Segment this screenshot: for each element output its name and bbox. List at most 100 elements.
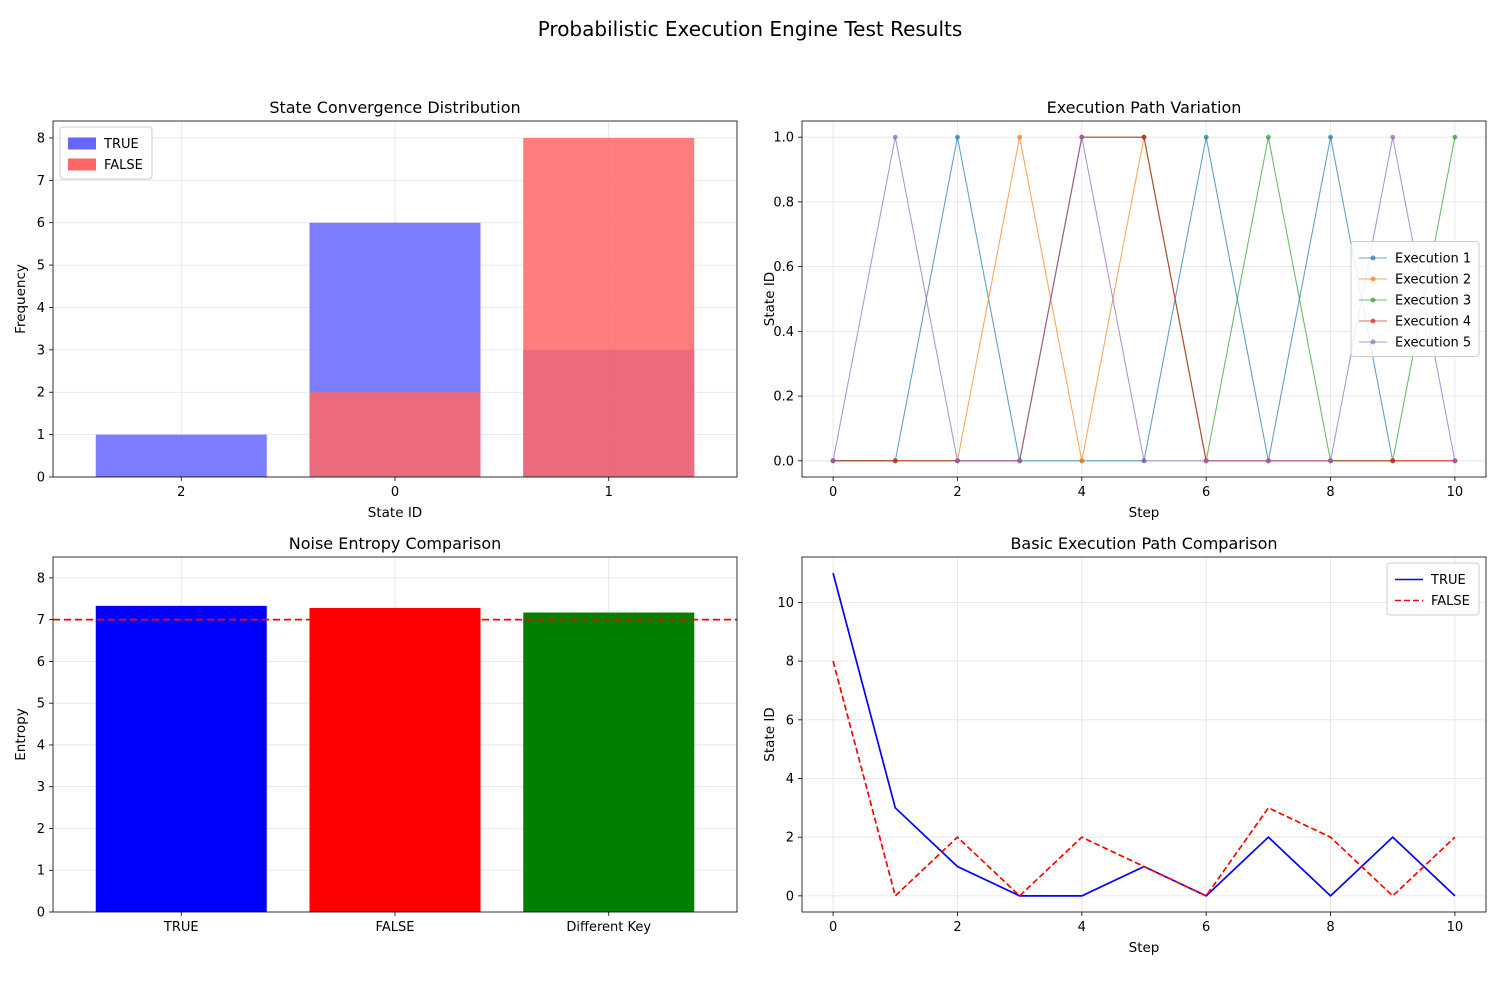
y-axis-label: State ID xyxy=(762,707,778,761)
bar-false-1 xyxy=(523,137,695,477)
legend-marker-execution-5 xyxy=(1370,339,1376,345)
legend-label-false: FALSE xyxy=(104,158,143,173)
bar-different-key xyxy=(523,612,695,912)
y-tick-label: 8 xyxy=(37,571,45,586)
point-execution-5-step-4 xyxy=(1079,134,1085,140)
legend-label-true: TRUE xyxy=(1430,573,1466,588)
chart-title: Execution Path Variation xyxy=(1047,98,1242,117)
x-tick-label: FALSE xyxy=(376,920,415,935)
series-line-false xyxy=(832,660,1456,898)
y-tick-label: 2 xyxy=(37,822,45,837)
legend-marker-execution-1 xyxy=(1370,255,1376,261)
y-tick-label: 6 xyxy=(786,713,794,728)
point-execution-1-step-2 xyxy=(955,134,960,140)
point-execution-2-step-3 xyxy=(1017,134,1023,140)
point-execution-3-step-7 xyxy=(1265,134,1271,140)
x-tick-label: Different Key xyxy=(566,920,651,935)
x-tick-label: 0 xyxy=(829,485,837,500)
legend-label-execution-4: Execution 4 xyxy=(1395,315,1471,330)
y-tick-label: 1 xyxy=(37,428,45,443)
y-tick-label: 0.0 xyxy=(773,454,794,469)
x-tick-label: 8 xyxy=(1326,485,1334,500)
y-tick-label: 8 xyxy=(37,131,45,146)
y-tick-label: 5 xyxy=(37,697,45,712)
legend-label-execution-3: Execution 3 xyxy=(1395,294,1471,309)
chart-noise-entropy: 0 1 2 3 4 5 6 7 8 TRUE FALSE Different Key Noise Ent… xyxy=(13,534,738,935)
plot-area xyxy=(802,557,1486,912)
legend-label-false: FALSE xyxy=(1431,594,1470,609)
legend-marker-execution-2 xyxy=(1370,276,1376,282)
figure-title: Probabilistic Execution Engine Test Resu… xyxy=(538,17,963,41)
x-tick-label: 2 xyxy=(953,485,961,500)
point-execution-5-step-10 xyxy=(1452,458,1458,464)
y-axis-label: Entropy xyxy=(13,708,29,760)
point-execution-1-step-6 xyxy=(1203,134,1209,140)
y-tick-label: 0 xyxy=(37,471,45,486)
x-tick-label: 4 xyxy=(1078,920,1086,935)
y-tick-label: 7 xyxy=(37,613,45,628)
legend: Execution 1 Execution 2 Execution 3 Executi… xyxy=(1350,241,1480,357)
y-tick-label: 0.8 xyxy=(773,195,794,210)
y-tick-label: 5 xyxy=(37,259,45,274)
legend-swatch-false xyxy=(68,158,96,171)
x-tick-label: 8 xyxy=(1326,920,1334,935)
plot-frame xyxy=(52,120,738,478)
y-axis-label: Frequency xyxy=(13,264,29,334)
x-tick-label: 4 xyxy=(1078,485,1086,500)
plot-frame xyxy=(801,556,1487,913)
point-execution-4-step-9 xyxy=(1390,458,1396,464)
bar-true-2 xyxy=(95,434,267,477)
y-tick-label: 4 xyxy=(786,772,794,787)
y-tick-label: 3 xyxy=(37,780,45,795)
legend: TRUE FALSE xyxy=(1386,562,1480,616)
y-tick-label: 7 xyxy=(37,174,45,189)
legend-box xyxy=(1350,241,1480,357)
point-execution-5-step-7 xyxy=(1265,458,1271,464)
bar-false xyxy=(309,607,481,912)
y-tick-label: 8 xyxy=(786,655,794,670)
y-tick-label: 2 xyxy=(786,831,794,846)
point-execution-5-step-3 xyxy=(1017,458,1023,464)
legend-label-execution-2: Execution 2 xyxy=(1395,273,1471,288)
point-execution-5-step-0 xyxy=(830,458,836,464)
y-tick-label: 0.4 xyxy=(773,325,794,340)
legend-label-execution-5: Execution 5 xyxy=(1395,336,1471,351)
plot-frame xyxy=(801,120,1487,478)
chart-title: Basic Execution Path Comparison xyxy=(1010,534,1277,553)
legend-marker-execution-4 xyxy=(1370,318,1376,324)
y-tick-label: 4 xyxy=(37,738,45,753)
y-tick-label: 4 xyxy=(37,301,45,316)
chart-title: State Convergence Distribution xyxy=(269,98,520,117)
point-execution-5-step-9 xyxy=(1390,134,1396,140)
x-tick-label: 10 xyxy=(1447,920,1464,935)
legend: TRUE FALSE xyxy=(59,126,153,180)
chart-title: Noise Entropy Comparison xyxy=(289,534,502,553)
y-tick-label: 6 xyxy=(37,216,45,231)
y-tick-label: 1.0 xyxy=(773,131,794,146)
bar-true xyxy=(95,605,267,912)
x-tick-label: 0 xyxy=(829,920,837,935)
plot-frame xyxy=(52,556,738,913)
chart-state-convergence: 0 1 2 3 4 5 6 7 8 2 0 1 State Convergence Distributi… xyxy=(13,98,738,521)
legend-marker-execution-3 xyxy=(1370,297,1376,303)
point-execution-5-step-6 xyxy=(1203,458,1209,464)
x-tick-label: 1 xyxy=(605,485,613,500)
chart-basic-execution-path: 0 2 4 6 8 10 0 2 4 6 8 10 Basic Execution Path Compa… xyxy=(762,534,1487,956)
y-axis-label: State ID xyxy=(762,272,778,326)
x-tick-label: 2 xyxy=(177,485,185,500)
legend-label-true: TRUE xyxy=(103,137,139,152)
legend-swatch-true xyxy=(68,137,96,150)
y-tick-label: 2 xyxy=(37,386,45,401)
point-execution-5-step-2 xyxy=(955,458,960,464)
point-execution-5-step-8 xyxy=(1328,458,1333,464)
point-execution-5-step-5 xyxy=(1141,458,1147,464)
point-execution-2-step-4 xyxy=(1079,458,1085,464)
x-tick-label: 6 xyxy=(1202,920,1210,935)
y-tick-label: 0 xyxy=(786,889,794,904)
x-tick-label: 6 xyxy=(1202,485,1210,500)
point-execution-1-step-8 xyxy=(1328,134,1333,140)
point-execution-4-step-5 xyxy=(1141,134,1147,140)
y-tick-label: 0.2 xyxy=(773,390,794,405)
chart-execution-path-variation: 0.0 0.2 0.4 0.6 0.8 1.0 0 2 4 6 8 10 Execution Path … xyxy=(762,98,1487,521)
x-tick-label: TRUE xyxy=(163,920,199,935)
